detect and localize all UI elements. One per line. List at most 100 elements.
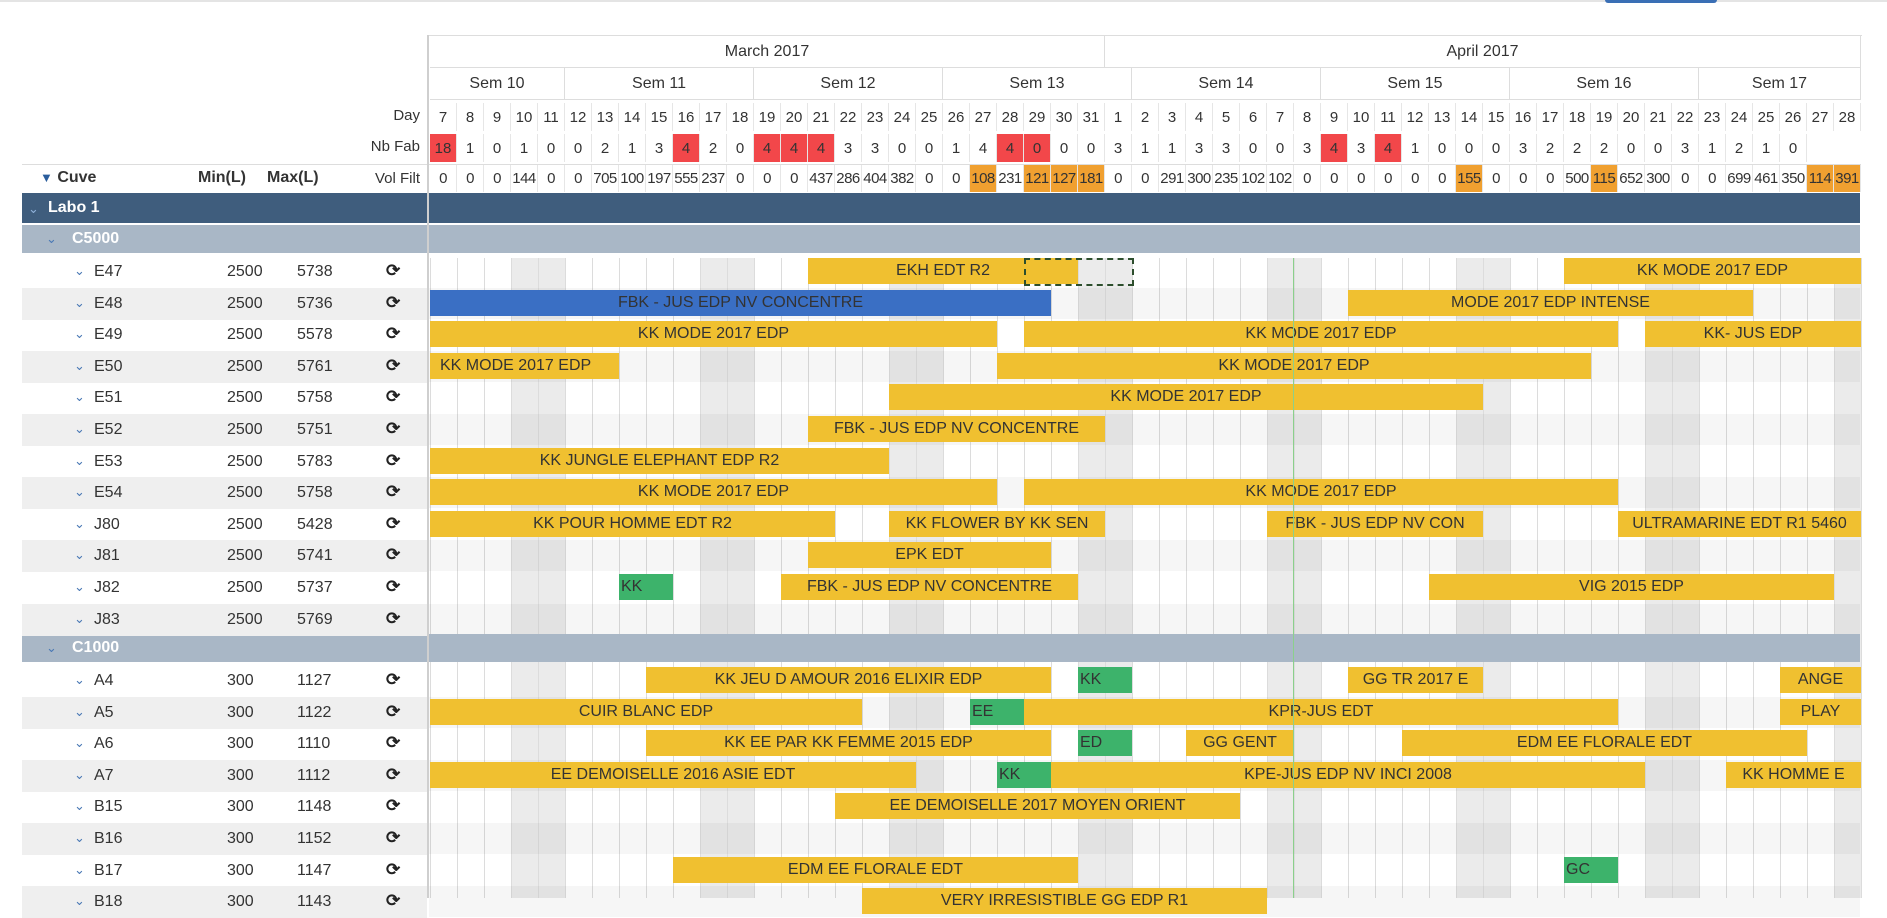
- resource-row[interactable]: ⌄ B17 300 1147 ⟳: [22, 855, 427, 887]
- resource-row[interactable]: ⌄ B15 300 1148 ⟳: [22, 791, 427, 823]
- task-bar[interactable]: KK: [1078, 667, 1132, 693]
- refresh-icon[interactable]: ⟳: [386, 860, 401, 879]
- resource-row[interactable]: ⌄ E54 2500 5758 ⟳: [22, 477, 427, 509]
- refresh-icon[interactable]: ⟳: [386, 765, 401, 784]
- filter-icon[interactable]: ▼: [40, 170, 53, 185]
- group-c5000[interactable]: ⌄ C5000: [22, 225, 427, 253]
- refresh-icon[interactable]: ⟳: [386, 356, 401, 375]
- chevron-down-icon[interactable]: ⌄: [74, 672, 85, 687]
- chevron-down-icon[interactable]: ⌄: [74, 798, 85, 813]
- task-bar[interactable]: EDM EE FLORALE EDT: [673, 857, 1078, 883]
- task-bar[interactable]: CUIR BLANC EDP: [430, 699, 862, 725]
- task-bar[interactable]: KK- JUS EDP: [1645, 321, 1861, 347]
- task-bar[interactable]: KK: [619, 574, 673, 600]
- task-bar[interactable]: KK MODE 2017 EDP: [1564, 258, 1861, 284]
- resource-row[interactable]: ⌄ J81 2500 5741 ⟳: [22, 540, 427, 572]
- refresh-icon[interactable]: ⟳: [386, 514, 401, 533]
- task-bar[interactable]: KK FLOWER BY KK SEN: [889, 511, 1105, 537]
- refresh-icon[interactable]: ⟳: [386, 293, 401, 312]
- chevron-down-icon[interactable]: ⌄: [74, 453, 85, 468]
- task-bar[interactable]: ULTRAMARINE EDT R1 5460: [1618, 511, 1861, 537]
- task-bar[interactable]: KPE-JUS EDP NV INCI 2008: [1051, 762, 1645, 788]
- refresh-icon[interactable]: ⟳: [386, 702, 401, 721]
- chevron-down-icon[interactable]: ⌄: [74, 862, 85, 877]
- resource-row[interactable]: ⌄ E48 2500 5736 ⟳: [22, 288, 427, 320]
- task-bar[interactable]: KK MODE 2017 EDP: [430, 479, 997, 505]
- task-bar[interactable]: GG GENT: [1186, 730, 1294, 756]
- chevron-down-icon[interactable]: ⌄: [28, 201, 39, 216]
- refresh-icon[interactable]: ⟳: [386, 577, 401, 596]
- task-bar[interactable]: MODE 2017 EDP INTENSE: [1348, 290, 1753, 316]
- resource-row[interactable]: ⌄ J82 2500 5737 ⟳: [22, 572, 427, 604]
- task-bar[interactable]: ANGE: [1780, 667, 1861, 693]
- resource-row[interactable]: ⌄ E50 2500 5761 ⟳: [22, 351, 427, 383]
- chevron-down-icon[interactable]: ⌄: [74, 358, 85, 373]
- chevron-down-icon[interactable]: ⌄: [74, 767, 85, 782]
- task-bar[interactable]: FBK - JUS EDP NV CON: [1267, 511, 1483, 537]
- chevron-down-icon[interactable]: ⌄: [74, 704, 85, 719]
- chevron-down-icon[interactable]: ⌄: [74, 547, 85, 562]
- chevron-down-icon[interactable]: ⌄: [46, 640, 57, 655]
- resource-row[interactable]: ⌄ E53 2500 5783 ⟳: [22, 446, 427, 478]
- task-bar[interactable]: FBK - JUS EDP NV CONCENTRE: [808, 416, 1105, 442]
- resource-row[interactable]: ⌄ E52 2500 5751 ⟳: [22, 414, 427, 446]
- refresh-icon[interactable]: ⟳: [386, 891, 401, 910]
- resource-row[interactable]: ⌄ J80 2500 5428 ⟳: [22, 509, 427, 541]
- refresh-icon[interactable]: ⟳: [386, 670, 401, 689]
- resource-row[interactable]: ⌄ B16 300 1152 ⟳: [22, 823, 427, 855]
- task-bar[interactable]: EE DEMOISELLE 2016 ASIE EDT: [430, 762, 916, 788]
- chevron-down-icon[interactable]: ⌄: [74, 893, 85, 908]
- refresh-icon[interactable]: ⟳: [386, 482, 401, 501]
- chevron-down-icon[interactable]: ⌄: [74, 516, 85, 531]
- task-bar[interactable]: EE DEMOISELLE 2017 MOYEN ORIENT: [835, 793, 1240, 819]
- resource-row[interactable]: ⌄ E51 2500 5758 ⟳: [22, 382, 427, 414]
- resource-row[interactable]: ⌄ A4 300 1127 ⟳: [22, 665, 427, 697]
- task-bar[interactable]: EDM EE FLORALE EDT: [1402, 730, 1807, 756]
- selection-box[interactable]: [1024, 258, 1134, 286]
- task-bar[interactable]: KK MODE 2017 EDP: [430, 321, 997, 347]
- chevron-down-icon[interactable]: ⌄: [74, 295, 85, 310]
- chevron-down-icon[interactable]: ⌄: [74, 735, 85, 750]
- refresh-icon[interactable]: ⟳: [386, 451, 401, 470]
- task-bar[interactable]: VERY IRRESISTIBLE GG EDP R1: [862, 888, 1267, 914]
- task-bar[interactable]: FBK - JUS EDP NV CONCENTRE: [781, 574, 1078, 600]
- max-column-header[interactable]: Max(L): [267, 169, 319, 186]
- group-labo-1[interactable]: ⌄ Labo 1: [22, 193, 427, 223]
- task-bar[interactable]: ED: [1078, 730, 1132, 756]
- chevron-down-icon[interactable]: ⌄: [74, 830, 85, 845]
- refresh-icon[interactable]: ⟳: [386, 545, 401, 564]
- resource-row[interactable]: ⌄ E49 2500 5578 ⟳: [22, 319, 427, 351]
- task-bar[interactable]: KK JUNGLE ELEPHANT EDP R2: [430, 448, 889, 474]
- resource-row[interactable]: ⌄ J83 2500 5769 ⟳: [22, 604, 427, 636]
- chevron-down-icon[interactable]: ⌄: [74, 484, 85, 499]
- chevron-down-icon[interactable]: ⌄: [74, 579, 85, 594]
- task-bar[interactable]: KK MODE 2017 EDP: [889, 384, 1483, 410]
- refresh-icon[interactable]: ⟳: [386, 261, 401, 280]
- resource-row[interactable]: ⌄ A7 300 1112 ⟳: [22, 760, 427, 792]
- task-bar[interactable]: EKH EDT R2: [808, 258, 1078, 284]
- task-bar[interactable]: KK: [997, 762, 1051, 788]
- resource-row[interactable]: ⌄ A6 300 1110 ⟳: [22, 728, 427, 760]
- refresh-icon[interactable]: ⟳: [386, 733, 401, 752]
- panel-separator[interactable]: [427, 35, 429, 898]
- refresh-icon[interactable]: ⟳: [386, 796, 401, 815]
- chevron-down-icon[interactable]: ⌄: [74, 389, 85, 404]
- resource-row[interactable]: ⌄ B18 300 1143 ⟳: [22, 886, 427, 918]
- chevron-down-icon[interactable]: ⌄: [46, 231, 57, 246]
- task-bar[interactable]: KPR-JUS EDT: [1024, 699, 1618, 725]
- toolbar-button-edge[interactable]: [1605, 0, 1717, 3]
- refresh-icon[interactable]: ⟳: [386, 609, 401, 628]
- task-bar[interactable]: KK MODE 2017 EDP: [430, 353, 619, 379]
- group-c1000[interactable]: ⌄ C1000: [22, 634, 427, 662]
- chevron-down-icon[interactable]: ⌄: [74, 326, 85, 341]
- task-bar[interactable]: KK HOMME E: [1726, 762, 1861, 788]
- task-bar[interactable]: KK JEU D AMOUR 2016 ELIXIR EDP: [646, 667, 1051, 693]
- refresh-icon[interactable]: ⟳: [386, 419, 401, 438]
- task-bar[interactable]: VIG 2015 EDP: [1429, 574, 1834, 600]
- chevron-down-icon[interactable]: ⌄: [74, 263, 85, 278]
- chevron-down-icon[interactable]: ⌄: [74, 611, 85, 626]
- refresh-icon[interactable]: ⟳: [386, 828, 401, 847]
- task-bar[interactable]: GG TR 2017 E: [1348, 667, 1483, 693]
- task-bar[interactable]: KK EE PAR KK FEMME 2015 EDP: [646, 730, 1051, 756]
- task-bar[interactable]: PLAY: [1780, 699, 1861, 725]
